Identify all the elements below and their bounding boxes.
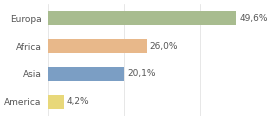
- Bar: [48, 67, 124, 81]
- Bar: [48, 39, 147, 53]
- Text: 26,0%: 26,0%: [150, 42, 178, 51]
- Text: 4,2%: 4,2%: [67, 97, 89, 106]
- Bar: [48, 95, 64, 109]
- Text: 20,1%: 20,1%: [127, 69, 156, 78]
- Text: 49,6%: 49,6%: [239, 14, 268, 23]
- Bar: [48, 11, 236, 25]
